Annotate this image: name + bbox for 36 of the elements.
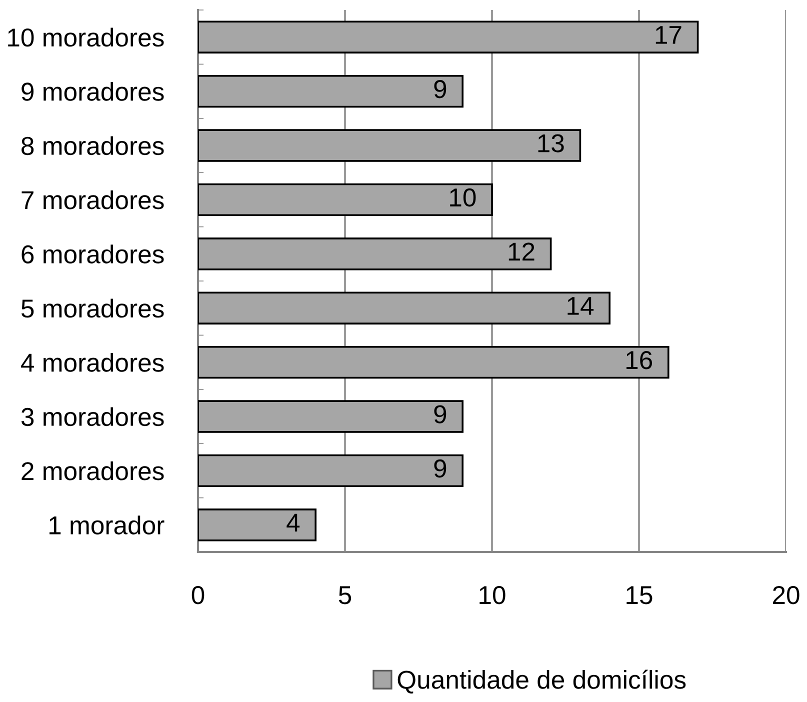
bar	[198, 183, 493, 216]
y-tick-label: 6 moradores	[22, 244, 164, 264]
x-tick-label: 10	[480, 586, 506, 604]
bar	[198, 238, 552, 270]
y-tick-label: 10 moradores	[8, 28, 164, 47]
data-label: 9	[434, 405, 446, 424]
data-label: 14	[568, 297, 594, 315]
data-label: 9	[434, 80, 446, 98]
bar	[198, 400, 464, 433]
data-label: 16	[626, 351, 652, 370]
bar	[198, 20, 699, 54]
bar	[198, 508, 317, 542]
x-tick-label: 15	[626, 586, 652, 604]
legend-label: Quantidade de domicílios	[398, 670, 686, 694]
y-tick-label: 7 moradores	[22, 190, 164, 210]
bar	[198, 346, 670, 379]
bar	[198, 292, 611, 324]
y-tick-label: 3 moradores	[21, 407, 164, 426]
data-label: 4	[286, 514, 300, 532]
x-tick-label: 0	[192, 586, 204, 604]
y-tick-label: 1 morador	[50, 516, 164, 534]
x-tick-label: 20	[773, 586, 800, 604]
bar	[198, 454, 464, 488]
data-label: 10	[450, 188, 476, 207]
y-tick-label: 5 moradores	[21, 298, 164, 318]
y-tick-label: 9 moradores	[22, 82, 164, 101]
data-label: 13	[538, 134, 564, 152]
data-label: 9	[434, 459, 446, 478]
data-label: 12	[508, 242, 534, 261]
y-tick-label: 8 moradores	[22, 136, 164, 156]
bar	[198, 74, 464, 108]
bar	[198, 129, 582, 162]
data-label: 17	[656, 26, 682, 44]
x-tick-label: 5	[338, 586, 352, 604]
y-tick-label: 4 moradores	[21, 352, 164, 372]
y-tick-label: 2 moradores	[22, 461, 164, 480]
